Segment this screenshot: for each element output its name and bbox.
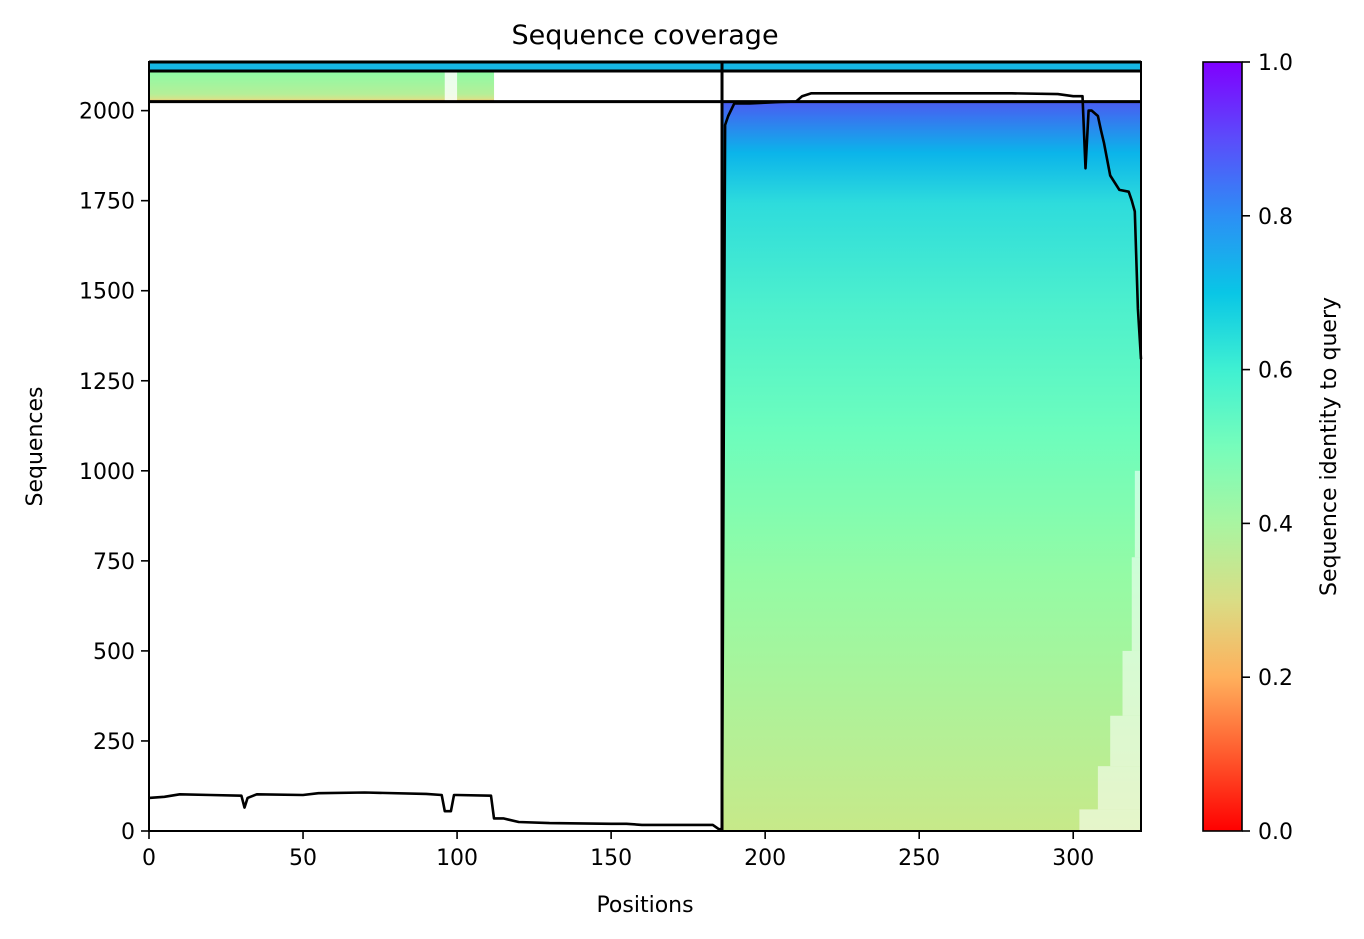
y-axis: 0 250 500 750 1000 1250 1500 1750 2000 xyxy=(79,100,149,845)
x-tick-label: 150 xyxy=(590,846,632,871)
coverage-line-path xyxy=(148,92,1143,831)
y-tick-label: 1000 xyxy=(79,460,135,485)
heatmap-block-paired xyxy=(149,62,1141,72)
x-tick-label: 200 xyxy=(744,846,786,871)
heatmap-gap xyxy=(444,71,458,102)
heatmap-gap xyxy=(1079,809,1141,831)
y-tick-label: 1750 xyxy=(79,190,135,215)
colorbar-tick-label: 0.8 xyxy=(1258,205,1293,230)
x-tick-label: 50 xyxy=(289,846,317,871)
heatmap-gap xyxy=(1134,470,1141,558)
y-tick-label: 0 xyxy=(121,820,135,845)
y-tick-label: 750 xyxy=(93,550,135,575)
colorbar: 0.0 0.2 0.4 0.6 0.8 1.0 xyxy=(1202,51,1293,845)
colorbar-tick-label: 1.0 xyxy=(1258,51,1293,76)
colorbar-tick-label: 0.6 xyxy=(1258,359,1293,384)
y-axis-label: Sequences xyxy=(23,387,48,507)
heatmap-gap xyxy=(1097,766,1141,810)
y-tick-label: 500 xyxy=(93,640,135,665)
heatmap-gap xyxy=(1122,650,1141,716)
y-tick-label: 1250 xyxy=(79,370,135,395)
coverage-heatmap xyxy=(149,62,1141,831)
plot-frame xyxy=(148,61,1142,832)
x-tick-label: 0 xyxy=(142,846,156,871)
colorbar-gradient xyxy=(1202,61,1243,832)
colorbar-tick-label: 0.4 xyxy=(1258,512,1293,537)
heatmap-gap xyxy=(1110,715,1141,767)
colorbar-tick-label: 0.0 xyxy=(1258,820,1293,845)
x-axis-label: Positions xyxy=(596,893,693,918)
y-tick-label: 250 xyxy=(93,730,135,755)
x-axis: 0 50 100 150 200 250 300 xyxy=(142,831,1094,871)
y-tick-label: 2000 xyxy=(79,100,135,125)
heatmap-block-segment-1 xyxy=(149,71,495,102)
colorbar-tick-label: 0.2 xyxy=(1258,666,1293,691)
chart-title: Sequence coverage xyxy=(511,20,778,51)
colorbar-label: Sequence identity to query xyxy=(1317,297,1342,596)
heatmap-gap xyxy=(1131,557,1141,651)
x-tick-label: 100 xyxy=(436,846,478,871)
x-tick-label: 300 xyxy=(1052,846,1094,871)
heatmap-block-segment-2 xyxy=(722,101,1141,831)
y-tick-label: 1500 xyxy=(79,280,135,305)
x-tick-label: 250 xyxy=(898,846,940,871)
coverage-line xyxy=(148,92,1143,831)
